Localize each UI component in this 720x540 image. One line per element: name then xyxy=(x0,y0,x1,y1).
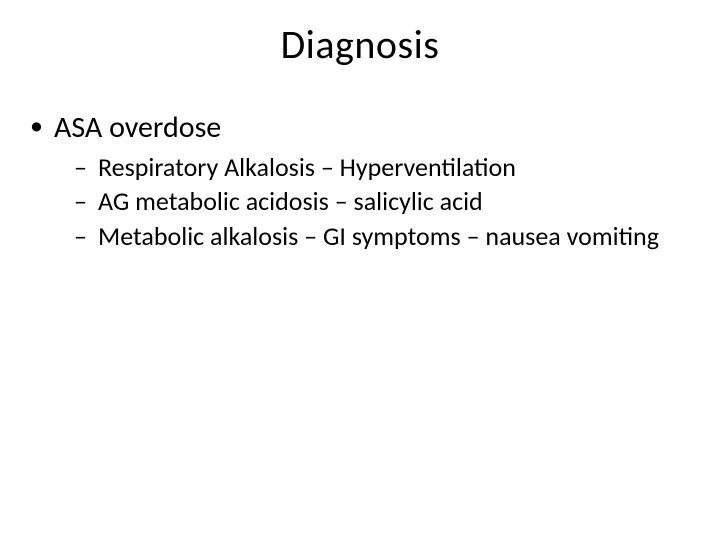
list-item: Metabolic alkalosis – GI symptoms – naus… xyxy=(54,220,700,253)
bullet-text: Respiratory Alkalosis – Hyperventilation xyxy=(98,151,516,183)
slide-title: Diagnosis xyxy=(0,0,720,79)
bullet-list-level1: ASA overdose Respiratory Alkalosis – Hyp… xyxy=(20,109,700,252)
list-item: AG metabolic acidosis – salicylic acid xyxy=(54,185,700,218)
bullet-text: Metabolic alkalosis – GI symptoms – naus… xyxy=(98,220,659,252)
list-item: Respiratory Alkalosis – Hyperventilation xyxy=(54,151,700,184)
bullet-text: ASA overdose xyxy=(54,109,221,146)
bullet-text: AG metabolic acidosis – salicylic acid xyxy=(98,185,483,217)
slide-content: ASA overdose Respiratory Alkalosis – Hyp… xyxy=(0,79,720,252)
slide: Diagnosis ASA overdose Respiratory Alkal… xyxy=(0,0,720,540)
bullet-list-level2: Respiratory Alkalosis – Hyperventilation… xyxy=(54,151,700,253)
list-item: ASA overdose Respiratory Alkalosis – Hyp… xyxy=(20,109,700,252)
